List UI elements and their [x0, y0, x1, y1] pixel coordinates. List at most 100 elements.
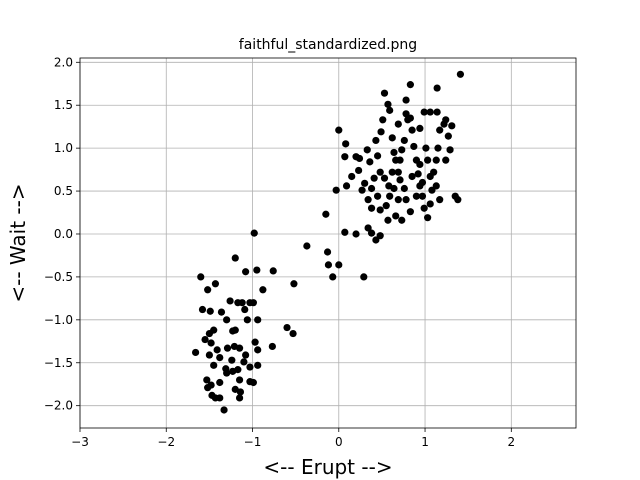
x-tick-label: −3 [71, 435, 89, 449]
point [408, 172, 416, 181]
point [289, 329, 297, 338]
point [434, 144, 442, 152]
x-tick-label: 0 [335, 435, 343, 449]
point [367, 184, 376, 193]
point [223, 369, 231, 377]
point [384, 100, 392, 108]
point [416, 124, 424, 132]
y-tick-label: 1.0 [54, 141, 73, 155]
point [240, 358, 248, 366]
point [366, 158, 374, 166]
plot-frame [79, 57, 577, 429]
x-tick-label: −1 [244, 435, 262, 449]
point [436, 196, 444, 204]
point [361, 179, 369, 187]
point [436, 126, 444, 134]
point [376, 168, 384, 176]
point [367, 204, 376, 212]
point [442, 116, 450, 124]
y-tick-label: −2.0 [44, 399, 73, 413]
point [433, 84, 441, 92]
point [355, 154, 364, 163]
point [384, 216, 392, 224]
point [400, 184, 408, 193]
point [418, 192, 427, 200]
point [250, 229, 258, 237]
point [206, 307, 214, 315]
point [191, 348, 200, 357]
point [220, 406, 228, 414]
point [379, 116, 387, 124]
point [446, 146, 454, 154]
point [420, 204, 428, 212]
chart-title: faithful_standardized.png [239, 37, 417, 53]
point [197, 273, 205, 281]
x-tick-label: −2 [157, 435, 175, 449]
point [246, 363, 254, 371]
y-tick-label: 1.5 [54, 98, 73, 112]
point [242, 268, 250, 276]
point [432, 156, 440, 164]
point [323, 248, 332, 256]
point [386, 106, 394, 114]
point [376, 206, 384, 214]
point [422, 144, 430, 152]
point [394, 120, 402, 128]
y-axis-label: <-- Wait --> [6, 183, 30, 302]
point [408, 126, 416, 134]
point [382, 202, 390, 210]
point [420, 108, 428, 116]
point [402, 96, 410, 104]
point [358, 186, 366, 194]
point [396, 156, 404, 164]
point [223, 344, 232, 352]
point [355, 166, 363, 175]
point [324, 261, 333, 269]
point [231, 385, 239, 393]
point [205, 329, 213, 338]
point [217, 308, 226, 316]
point [201, 335, 209, 344]
point [234, 366, 242, 374]
point [390, 148, 398, 157]
point [398, 216, 406, 224]
point [253, 266, 261, 274]
y-tick-label: 0.0 [54, 227, 73, 241]
point [254, 361, 262, 369]
point [400, 136, 408, 145]
point [204, 384, 212, 392]
point [211, 394, 220, 402]
point [377, 128, 385, 136]
point [290, 280, 298, 288]
point [335, 126, 343, 134]
point [372, 236, 380, 244]
point [360, 273, 368, 281]
point [303, 242, 311, 250]
point [241, 305, 249, 314]
point [329, 273, 337, 281]
point [226, 297, 234, 305]
point [283, 323, 291, 332]
point [335, 261, 343, 269]
point [342, 182, 351, 190]
point [341, 228, 349, 236]
point [207, 339, 215, 347]
point [394, 196, 402, 204]
point [231, 254, 239, 262]
point [235, 394, 244, 402]
point [402, 110, 410, 118]
point [216, 354, 224, 362]
point [204, 286, 212, 294]
x-axis-label: <-- Erupt --> [263, 455, 392, 479]
point [388, 134, 396, 142]
point [426, 108, 434, 116]
point [367, 229, 376, 237]
point [254, 316, 262, 324]
point [410, 142, 418, 151]
point [332, 186, 340, 194]
point [390, 184, 398, 193]
point [380, 174, 389, 182]
point [380, 89, 389, 97]
point [402, 196, 410, 204]
point [205, 351, 213, 359]
